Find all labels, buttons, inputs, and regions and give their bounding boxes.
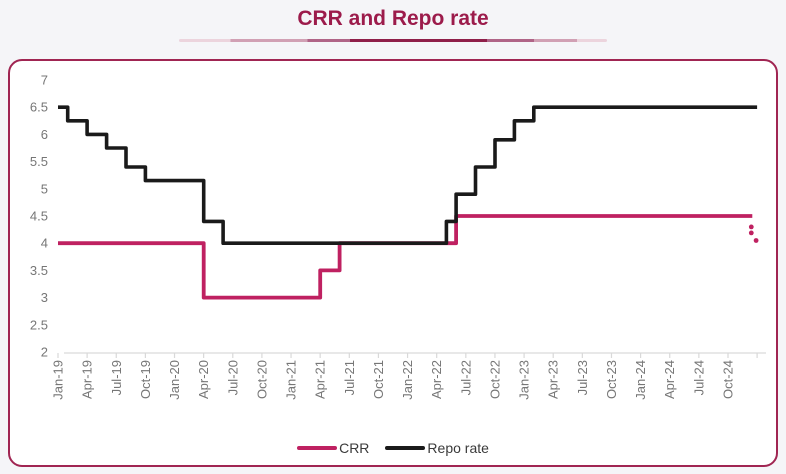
y-axis-label: 4 <box>41 236 48 251</box>
x-axis-label: Jul-20 <box>225 360 240 395</box>
chart-header: CRR and Repo rate <box>0 0 786 42</box>
x-axis-label: Apr-24 <box>662 360 677 399</box>
crr-line <box>58 214 753 300</box>
chart-legend: CRR Repo rate <box>10 440 776 456</box>
legend-repo-rate-label: Repo rate <box>427 440 489 456</box>
x-axis-label: Oct-24 <box>721 360 736 399</box>
x-axis-label: Oct-20 <box>254 360 269 399</box>
y-axis-label: 7 <box>41 73 48 88</box>
x-axis-label: Jul-21 <box>342 360 357 395</box>
title-underline <box>179 39 607 42</box>
legend-item-repo-rate: Repo rate <box>385 440 489 456</box>
x-axis-label: Jul-22 <box>458 360 473 395</box>
x-axis-label: Apr-23 <box>546 360 561 399</box>
crr-dotted-tail-dot <box>753 238 759 243</box>
crr-dotted-tail-dot <box>748 224 754 230</box>
x-axis-label: Apr-22 <box>429 360 444 399</box>
crr-line-swatch-icon <box>297 446 338 450</box>
legend-crr-label: CRR <box>339 440 370 456</box>
page-title: CRR and Repo rate <box>297 7 489 30</box>
y-axis-label: 2 <box>41 345 48 360</box>
legend-item-crr: CRR <box>297 440 369 456</box>
chart-card: Jan-19 Apr-19 Jul-19 Oct-19 Jan-20 Apr-20 Jul-… <box>8 59 778 467</box>
x-axis-label: Jan-23 <box>517 360 532 400</box>
x-axis-label: Oct-22 <box>488 360 503 399</box>
x-axis-label: Apr-20 <box>196 360 211 399</box>
crr-dotted-tail-dot <box>748 230 754 236</box>
y-axis-label: 3 <box>41 290 48 305</box>
x-axis-label: Jul-23 <box>575 360 590 395</box>
x-axis-label: Apr-19 <box>80 360 95 399</box>
y-axis-label: 2.5 <box>30 317 48 332</box>
y-axis-label: 5.5 <box>30 154 48 169</box>
x-axis-label: Jan-19 <box>51 360 66 400</box>
repo-rate-line-swatch-icon <box>385 446 426 450</box>
x-axis-label: Oct-19 <box>138 360 153 399</box>
x-axis-label: Apr-21 <box>313 360 328 399</box>
x-axis-label: Jan-22 <box>400 360 415 400</box>
y-axis-label: 6 <box>41 127 48 142</box>
y-axis-label: 5 <box>41 181 48 196</box>
y-axis-label: 6.5 <box>30 100 48 115</box>
x-axis-label: Jul-24 <box>691 360 706 395</box>
x-axis-label: Jan-20 <box>167 360 182 400</box>
x-axis-label: Jan-21 <box>284 360 299 400</box>
x-axis-label: Oct-23 <box>604 360 619 399</box>
repo-rate-line <box>58 105 758 245</box>
x-axis-label: Jan-24 <box>633 360 648 400</box>
y-axis-label: 4.5 <box>30 209 48 224</box>
y-axis-label: 3.5 <box>30 263 48 278</box>
x-axis-label: Oct-21 <box>371 360 386 399</box>
chart-svg: Jan-19 Apr-19 Jul-19 Oct-19 Jan-20 Apr-20 Jul-… <box>30 73 766 400</box>
x-axis-label: Jul-19 <box>109 360 124 395</box>
